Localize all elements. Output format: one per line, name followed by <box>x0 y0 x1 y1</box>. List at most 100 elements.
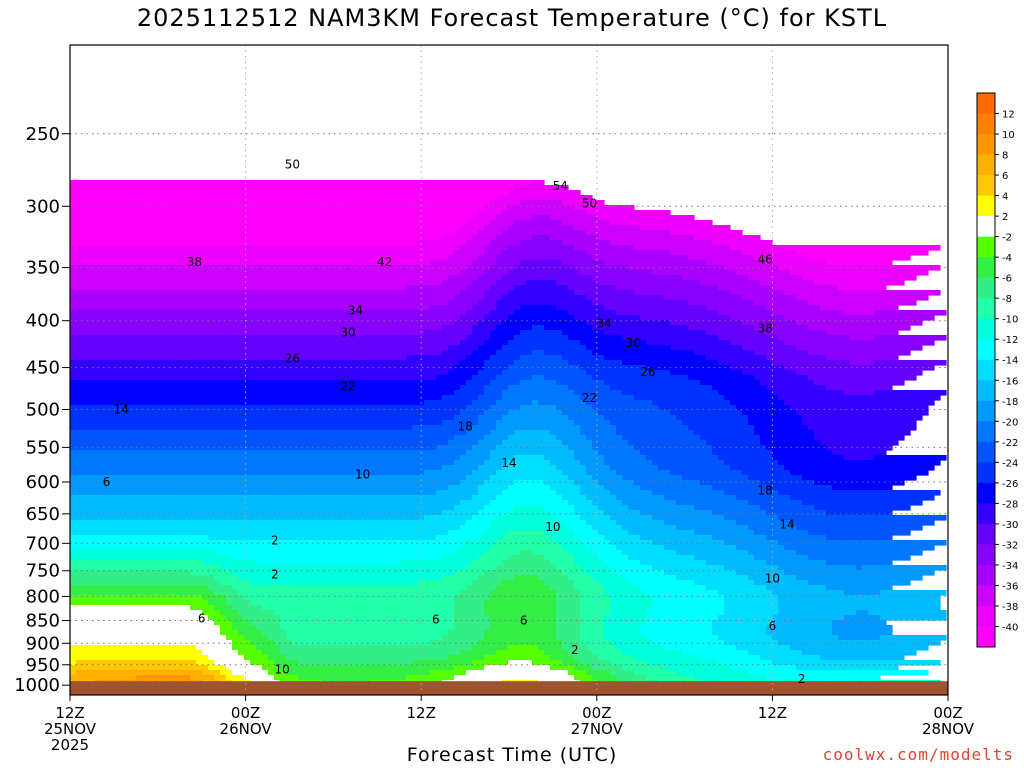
y-tick-label: 350 <box>26 258 60 279</box>
field-cell <box>208 535 437 541</box>
contour-label: 6 <box>103 475 111 489</box>
field-cell <box>490 590 557 596</box>
field-cell <box>70 185 515 191</box>
colorbar-label: 8 <box>1002 151 1008 162</box>
credit-link[interactable]: coolwx.com/modelts <box>822 745 1014 764</box>
field-cell <box>766 560 827 566</box>
field-cell <box>454 605 485 611</box>
field-cell <box>70 405 467 411</box>
colorbar-label: 10 <box>1002 130 1015 141</box>
field-cell <box>592 475 623 481</box>
field-cell <box>454 460 485 466</box>
field-cell <box>472 375 497 381</box>
field-cell <box>802 475 917 481</box>
field-cell <box>580 660 611 666</box>
field-cell <box>454 625 491 631</box>
field-cell <box>592 675 617 681</box>
field-cell <box>436 375 473 381</box>
field-cell <box>664 495 737 501</box>
field-cell <box>472 235 497 241</box>
field-cell <box>574 450 599 456</box>
field-cell <box>604 615 647 621</box>
field-cell <box>502 490 557 496</box>
field-cell <box>664 645 737 651</box>
field-cell <box>556 630 581 636</box>
field-cell <box>844 390 875 396</box>
colorbar-label: -24 <box>1002 458 1018 469</box>
field-cell <box>694 580 755 586</box>
field-cell <box>742 250 797 256</box>
field-cell <box>556 540 581 546</box>
colorbar-swatch <box>977 564 995 586</box>
field-cell <box>286 635 443 641</box>
field-cell <box>70 215 473 221</box>
field-cell <box>514 505 545 511</box>
field-cell <box>550 485 581 491</box>
field-cell <box>490 475 569 481</box>
field-cell <box>694 530 755 536</box>
field-cell <box>556 625 581 631</box>
colorbar-swatch <box>977 113 995 135</box>
field-cell <box>262 630 287 636</box>
field-cell <box>706 260 767 266</box>
field-cell <box>484 480 515 486</box>
field-cell <box>730 400 785 406</box>
field-cell <box>646 635 719 641</box>
field-cell <box>478 640 563 646</box>
field-cell <box>778 565 857 571</box>
field-cell <box>466 310 491 316</box>
field-cell <box>754 375 809 381</box>
field-cell <box>274 675 299 681</box>
field-cell <box>424 470 473 476</box>
field-cell <box>640 485 713 491</box>
field-cell <box>484 435 509 441</box>
field-cell <box>508 225 575 231</box>
field-cell <box>874 455 947 461</box>
field-cell <box>760 280 815 286</box>
field-cell <box>748 550 797 556</box>
field-cell <box>604 485 641 491</box>
field-cell <box>478 575 515 581</box>
field-cell <box>556 435 587 441</box>
field-cell <box>244 595 455 601</box>
field-cell <box>208 585 233 591</box>
field-cell <box>580 485 605 491</box>
field-cell <box>592 500 623 506</box>
field-cell <box>502 465 557 471</box>
field-cell <box>616 310 719 316</box>
field-cell <box>622 665 665 671</box>
field-cell <box>496 425 581 431</box>
field-cell <box>568 335 623 341</box>
field-cell <box>70 360 461 366</box>
field-cell <box>610 220 713 226</box>
field-cell <box>730 665 797 671</box>
field-cell <box>508 435 557 441</box>
field-cell <box>442 350 473 356</box>
field-cell <box>502 560 551 566</box>
field-cell <box>70 640 233 646</box>
field-cell <box>466 565 497 571</box>
field-cell <box>484 295 503 301</box>
field-cell <box>556 465 587 471</box>
field-cell <box>550 585 575 591</box>
field-cell <box>472 660 509 666</box>
field-cell <box>802 650 917 656</box>
field-cell <box>814 435 905 441</box>
field-cell <box>70 580 221 586</box>
field-cell <box>262 650 281 656</box>
colorbar-label: -14 <box>1002 356 1018 367</box>
field-cell <box>580 600 611 606</box>
field-cell <box>676 670 749 676</box>
field-cell <box>556 635 581 641</box>
field-cell <box>490 285 515 291</box>
field-cell <box>640 225 731 231</box>
field-cell <box>424 330 473 336</box>
field-cell <box>562 240 611 246</box>
field-cell <box>466 380 491 386</box>
field-cell <box>580 605 611 611</box>
field-cell <box>688 375 755 381</box>
field-cell <box>778 610 857 616</box>
field-cell <box>580 625 605 631</box>
field-cell <box>514 285 569 291</box>
field-cell <box>766 385 827 391</box>
